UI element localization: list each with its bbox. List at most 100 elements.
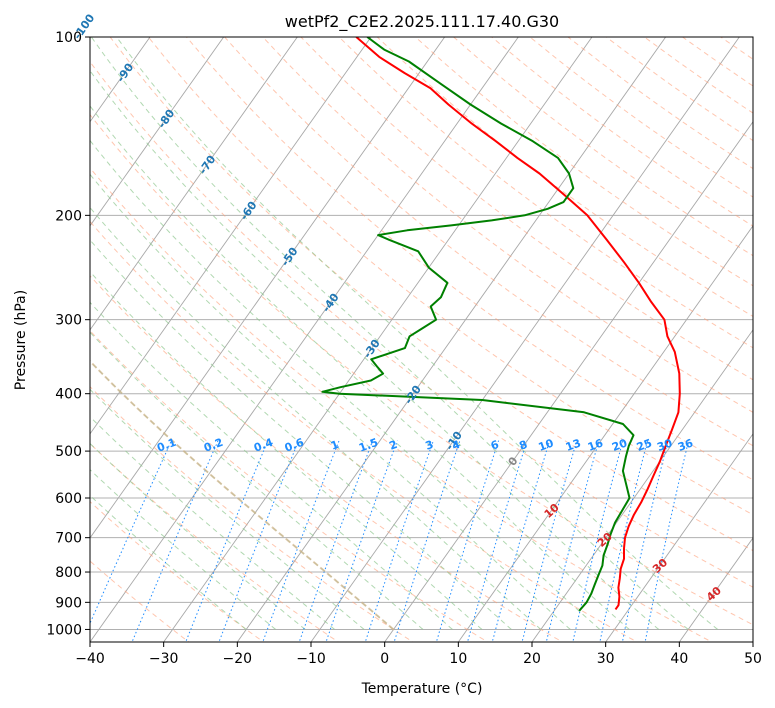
isotherm-line (90, 37, 225, 227)
mixing-ratio-line (364, 440, 434, 642)
mixing-ratio-line (599, 440, 648, 642)
y-tick-label: 700 (55, 531, 82, 547)
plot-area (0, 37, 775, 644)
freezing-curve (90, 359, 395, 631)
mixing-ratio-line (521, 440, 578, 642)
dewpoint-profile (321, 37, 635, 612)
plot-background (90, 37, 753, 642)
mixing-ratio-label: 0.4 (252, 436, 275, 455)
isotherm-line (678, 537, 753, 642)
dry-adiabat-line (109, 37, 753, 552)
mixing-ratio-line (218, 440, 300, 642)
y-tick-label: 1000 (46, 622, 82, 638)
x-tick-label: 30 (597, 651, 615, 667)
y-tick-label: 200 (55, 208, 82, 224)
moist-adiabat-line (90, 37, 689, 630)
moist-adiabat-line (90, 388, 365, 630)
mixing-ratio-label: 2 (387, 438, 399, 453)
isotherm-line (90, 37, 372, 435)
mixing-ratio-line (466, 440, 528, 642)
mixing-ratio-label: 0.2 (202, 436, 225, 455)
isotherm-line (0, 37, 76, 642)
isotherm-line (752, 641, 753, 642)
moist-adiabat-line (90, 301, 453, 630)
y-tick-label: 400 (55, 387, 82, 403)
temperature-profile (355, 37, 681, 610)
x-axis-label: Temperature (°C) (361, 681, 483, 697)
mixing-ratio-line (393, 440, 461, 642)
mixing-ratio-label: 0.1 (155, 436, 178, 455)
moist-adiabat-line (90, 270, 483, 630)
mixing-ratio-line (621, 440, 669, 642)
isotherm-line (531, 329, 753, 642)
x-tick-label: −10 (296, 651, 326, 667)
y-tick-label: 500 (55, 444, 82, 460)
dry-adiabat-line (147, 37, 753, 516)
x-tick-label: 20 (523, 651, 541, 667)
mixing-ratio-label: 16 (586, 436, 605, 454)
y-tick-label: 300 (55, 313, 82, 329)
x-tick-label: −30 (149, 651, 179, 667)
y-tick-label: 900 (55, 595, 82, 611)
y-tick-label: 800 (55, 565, 82, 581)
dry-adiabat-line (90, 113, 753, 626)
mixing-ratio-label: 8 (517, 438, 529, 453)
dry-adiabat-line (262, 37, 753, 413)
isotherm-line (236, 37, 667, 642)
mixing-ratio-line (491, 440, 551, 642)
mixing-ratio-line (644, 440, 690, 642)
isotherm-line (0, 37, 3, 642)
mixing-ratio-label: 6 (489, 438, 501, 453)
y-axis: 100 200 300 400 500 600 700 800 900 1000 (46, 30, 90, 638)
x-tick-label: 50 (744, 651, 762, 667)
mixing-ratio-label: 30 (655, 436, 674, 454)
moist-adiabat-line (90, 416, 335, 630)
isotherm-line (163, 37, 593, 642)
moist-adiabat-line (90, 331, 424, 630)
mixing-ratio-label: 0.6 (283, 436, 306, 455)
y-tick-label: 600 (55, 491, 82, 507)
mixing-ratio-line (185, 440, 269, 642)
chart-title: wetPf2_C2E2.2025.111.17.40.G30 (285, 12, 559, 32)
dry-adiabat-line (90, 220, 639, 642)
isotherm-line (457, 225, 753, 642)
moist-adiabat-line (90, 173, 571, 630)
mixing-ratio-label: 20 (610, 436, 629, 454)
mixing-ratio-label: 10 (537, 436, 556, 454)
x-tick-label: 0 (380, 651, 389, 667)
moist-adiabat-line (116, 37, 719, 630)
mixing-ratio-label: 4 (450, 438, 462, 453)
moist-adiabat-line (90, 105, 630, 630)
y-tick-label: 100 (55, 30, 82, 46)
mixing-ratio-label: 25 (635, 437, 654, 454)
dry-adiabat-line (300, 37, 753, 381)
y-axis-label: Pressure (hPa) (13, 290, 29, 390)
moist-adiabat-line (90, 494, 247, 630)
isotherm-line (384, 120, 753, 642)
mixing-ratio-line (131, 440, 219, 642)
x-tick-label: −40 (75, 651, 105, 667)
mixing-ratio-label: 36 (676, 436, 695, 454)
dry-adiabat-line (90, 61, 753, 588)
x-tick-label: 40 (670, 651, 688, 667)
dry-adiabat-line (90, 275, 564, 642)
mixing-ratio-label: 13 (564, 437, 583, 454)
mixing-ratio-label: 3 (424, 438, 436, 453)
plot-frame (89, 36, 754, 643)
dry-adiabat-line (90, 385, 414, 642)
x-tick-label: 10 (449, 651, 467, 667)
mixing-ratio-line (545, 440, 600, 642)
isotherm-line (90, 37, 298, 331)
x-axis: −40 −30 −20 −10 0 10 20 30 40 50 (75, 642, 762, 667)
mixing-ratio-label: 1 (329, 438, 341, 453)
mixing-ratio-label: 1.5 (357, 436, 380, 455)
x-tick-label: −20 (223, 651, 253, 667)
dry-adiabat-line (376, 37, 753, 318)
isotherm-line (90, 37, 519, 642)
moist-adiabat-line (90, 468, 277, 630)
moist-adiabat-line (90, 69, 660, 630)
dry-adiabat-line (759, 37, 775, 644)
isotherm-line (605, 433, 753, 642)
isotherm-line (90, 37, 446, 539)
